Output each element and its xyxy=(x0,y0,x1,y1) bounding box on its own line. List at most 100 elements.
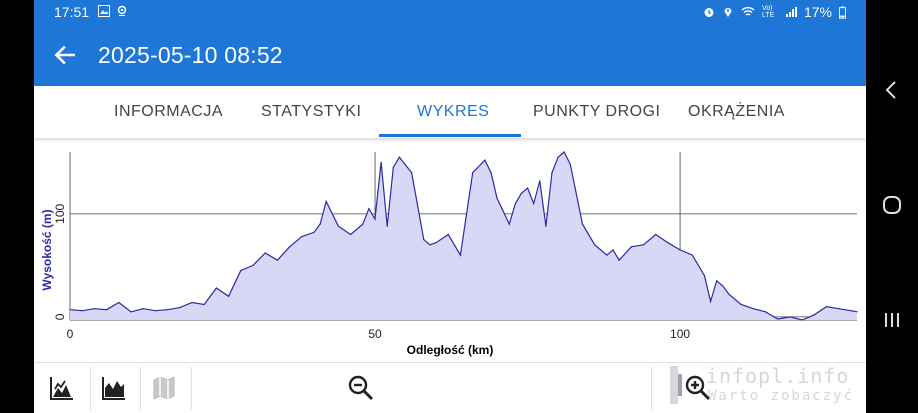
map-icon[interactable] xyxy=(148,372,180,404)
nav-recents-icon[interactable] xyxy=(880,308,904,332)
location-notification-icon xyxy=(117,5,127,16)
elevation-point xyxy=(69,309,71,311)
tab-bar: INFORMACJA STATYSTYKI WYKRES PUNKTY DROG… xyxy=(34,86,866,138)
status-bar: 17:51 Vo) LTE 17% xyxy=(34,0,866,26)
elevation-chart-icon[interactable] xyxy=(46,372,78,404)
elevation-point xyxy=(545,225,547,227)
elevation-point xyxy=(398,156,401,158)
y-axis-label: Wysokość (m) xyxy=(40,209,54,290)
elevation-point xyxy=(606,254,608,256)
elevation-point xyxy=(264,252,266,254)
elevation-point xyxy=(630,246,632,248)
elevation-point xyxy=(142,308,144,310)
elevation-point xyxy=(789,316,791,318)
elevation-point xyxy=(655,233,657,236)
tab-statystyki[interactable]: STATYSTYKI xyxy=(261,103,362,120)
elevation-point xyxy=(423,239,425,241)
x-tick-label: 100 xyxy=(670,327,690,341)
elevation-point xyxy=(777,318,779,320)
elevation-point xyxy=(484,159,486,161)
tab-informacja[interactable]: INFORMACJA xyxy=(114,103,223,120)
elevation-point xyxy=(850,310,852,312)
chart-toolbar xyxy=(34,362,866,413)
elevation-point xyxy=(240,269,242,272)
elevation-point xyxy=(179,307,181,309)
speed-chart-icon[interactable] xyxy=(98,372,130,404)
elevation-point xyxy=(374,218,376,220)
watermark-tagline: Warto zobaczyć xyxy=(708,388,855,404)
elevation-point xyxy=(539,180,541,182)
elevation-point xyxy=(563,151,565,153)
elevation-point xyxy=(691,254,693,256)
elevation-point xyxy=(289,246,291,248)
watermark: infopl.info Warto zobaczyć xyxy=(668,362,882,410)
tab-okrazenia[interactable]: OKRĄŻENIA xyxy=(688,103,785,120)
elevation-point xyxy=(813,314,815,316)
alarm-icon xyxy=(704,8,714,17)
elevation-point xyxy=(581,223,584,225)
watermark-text: infopl.info xyxy=(706,364,850,388)
elevation-point xyxy=(679,249,681,251)
elevation-point xyxy=(490,172,492,174)
elevation-point xyxy=(709,300,712,303)
elevation-points xyxy=(69,151,858,321)
elevation-point xyxy=(118,301,120,304)
x-tick-label: 50 xyxy=(368,327,382,341)
elevation-point xyxy=(526,187,529,189)
elevation-point xyxy=(435,242,437,244)
x-tick-labels: 0 50 100 xyxy=(67,327,691,341)
android-nav-bar xyxy=(866,0,918,413)
elevation-point xyxy=(362,223,364,225)
elevation-point xyxy=(496,197,498,199)
elevation-point xyxy=(167,309,169,311)
elevation-point xyxy=(459,254,462,256)
y-tick-label: 100 xyxy=(53,204,67,224)
back-arrow-icon[interactable] xyxy=(52,42,78,68)
elevation-point xyxy=(191,301,193,304)
elevation-series-line xyxy=(69,151,858,321)
nav-home-icon[interactable] xyxy=(880,193,904,217)
toolbar-divider xyxy=(140,367,141,410)
network-type-label: Vo) LTE xyxy=(761,5,775,19)
zoom-in-icon[interactable] xyxy=(682,372,714,404)
elevation-point xyxy=(215,287,218,289)
elevation-point xyxy=(93,308,96,310)
elevation-chart[interactable]: 0 50 100 0 100 Odległość (km) Wysokość (m) xyxy=(34,138,866,362)
elevation-point xyxy=(301,235,303,238)
elevation-point xyxy=(337,225,340,227)
location-icon xyxy=(724,8,732,17)
elevation-point xyxy=(740,303,742,306)
elevation-point xyxy=(838,308,840,310)
elevation-point xyxy=(392,166,394,169)
elevation-point xyxy=(350,233,352,236)
signal-icon xyxy=(785,7,797,17)
elevation-point xyxy=(825,306,828,308)
elevation-point xyxy=(276,259,279,261)
elevation-point xyxy=(533,202,535,205)
elevation-point xyxy=(557,156,559,158)
active-tab-indicator xyxy=(379,134,521,137)
elevation-point xyxy=(612,249,614,251)
zoom-out-icon[interactable] xyxy=(345,372,377,404)
elevation-point xyxy=(728,293,730,295)
elevation-point xyxy=(319,223,321,225)
elevation-point xyxy=(130,311,132,313)
toolbar-divider xyxy=(651,367,652,410)
elevation-point xyxy=(520,192,523,194)
elevation-point xyxy=(667,242,669,244)
status-time: 17:51 xyxy=(54,4,90,20)
tab-wykres[interactable]: WYKRES xyxy=(417,103,490,120)
elevation-point xyxy=(856,311,858,313)
elevation-point xyxy=(703,275,706,277)
x-tick-label: 0 xyxy=(67,327,74,341)
elevation-point xyxy=(429,244,431,246)
elevation-point xyxy=(764,311,767,313)
tab-punkty-drogi[interactable]: PUNKTY DROGI xyxy=(533,103,661,120)
elevation-point xyxy=(752,308,754,310)
elevation-point xyxy=(368,208,370,210)
elevation-point xyxy=(411,172,413,174)
elevation-point xyxy=(325,200,327,203)
nav-back-icon[interactable] xyxy=(880,78,904,102)
elevation-point xyxy=(508,223,510,225)
elevation-point xyxy=(514,202,516,205)
